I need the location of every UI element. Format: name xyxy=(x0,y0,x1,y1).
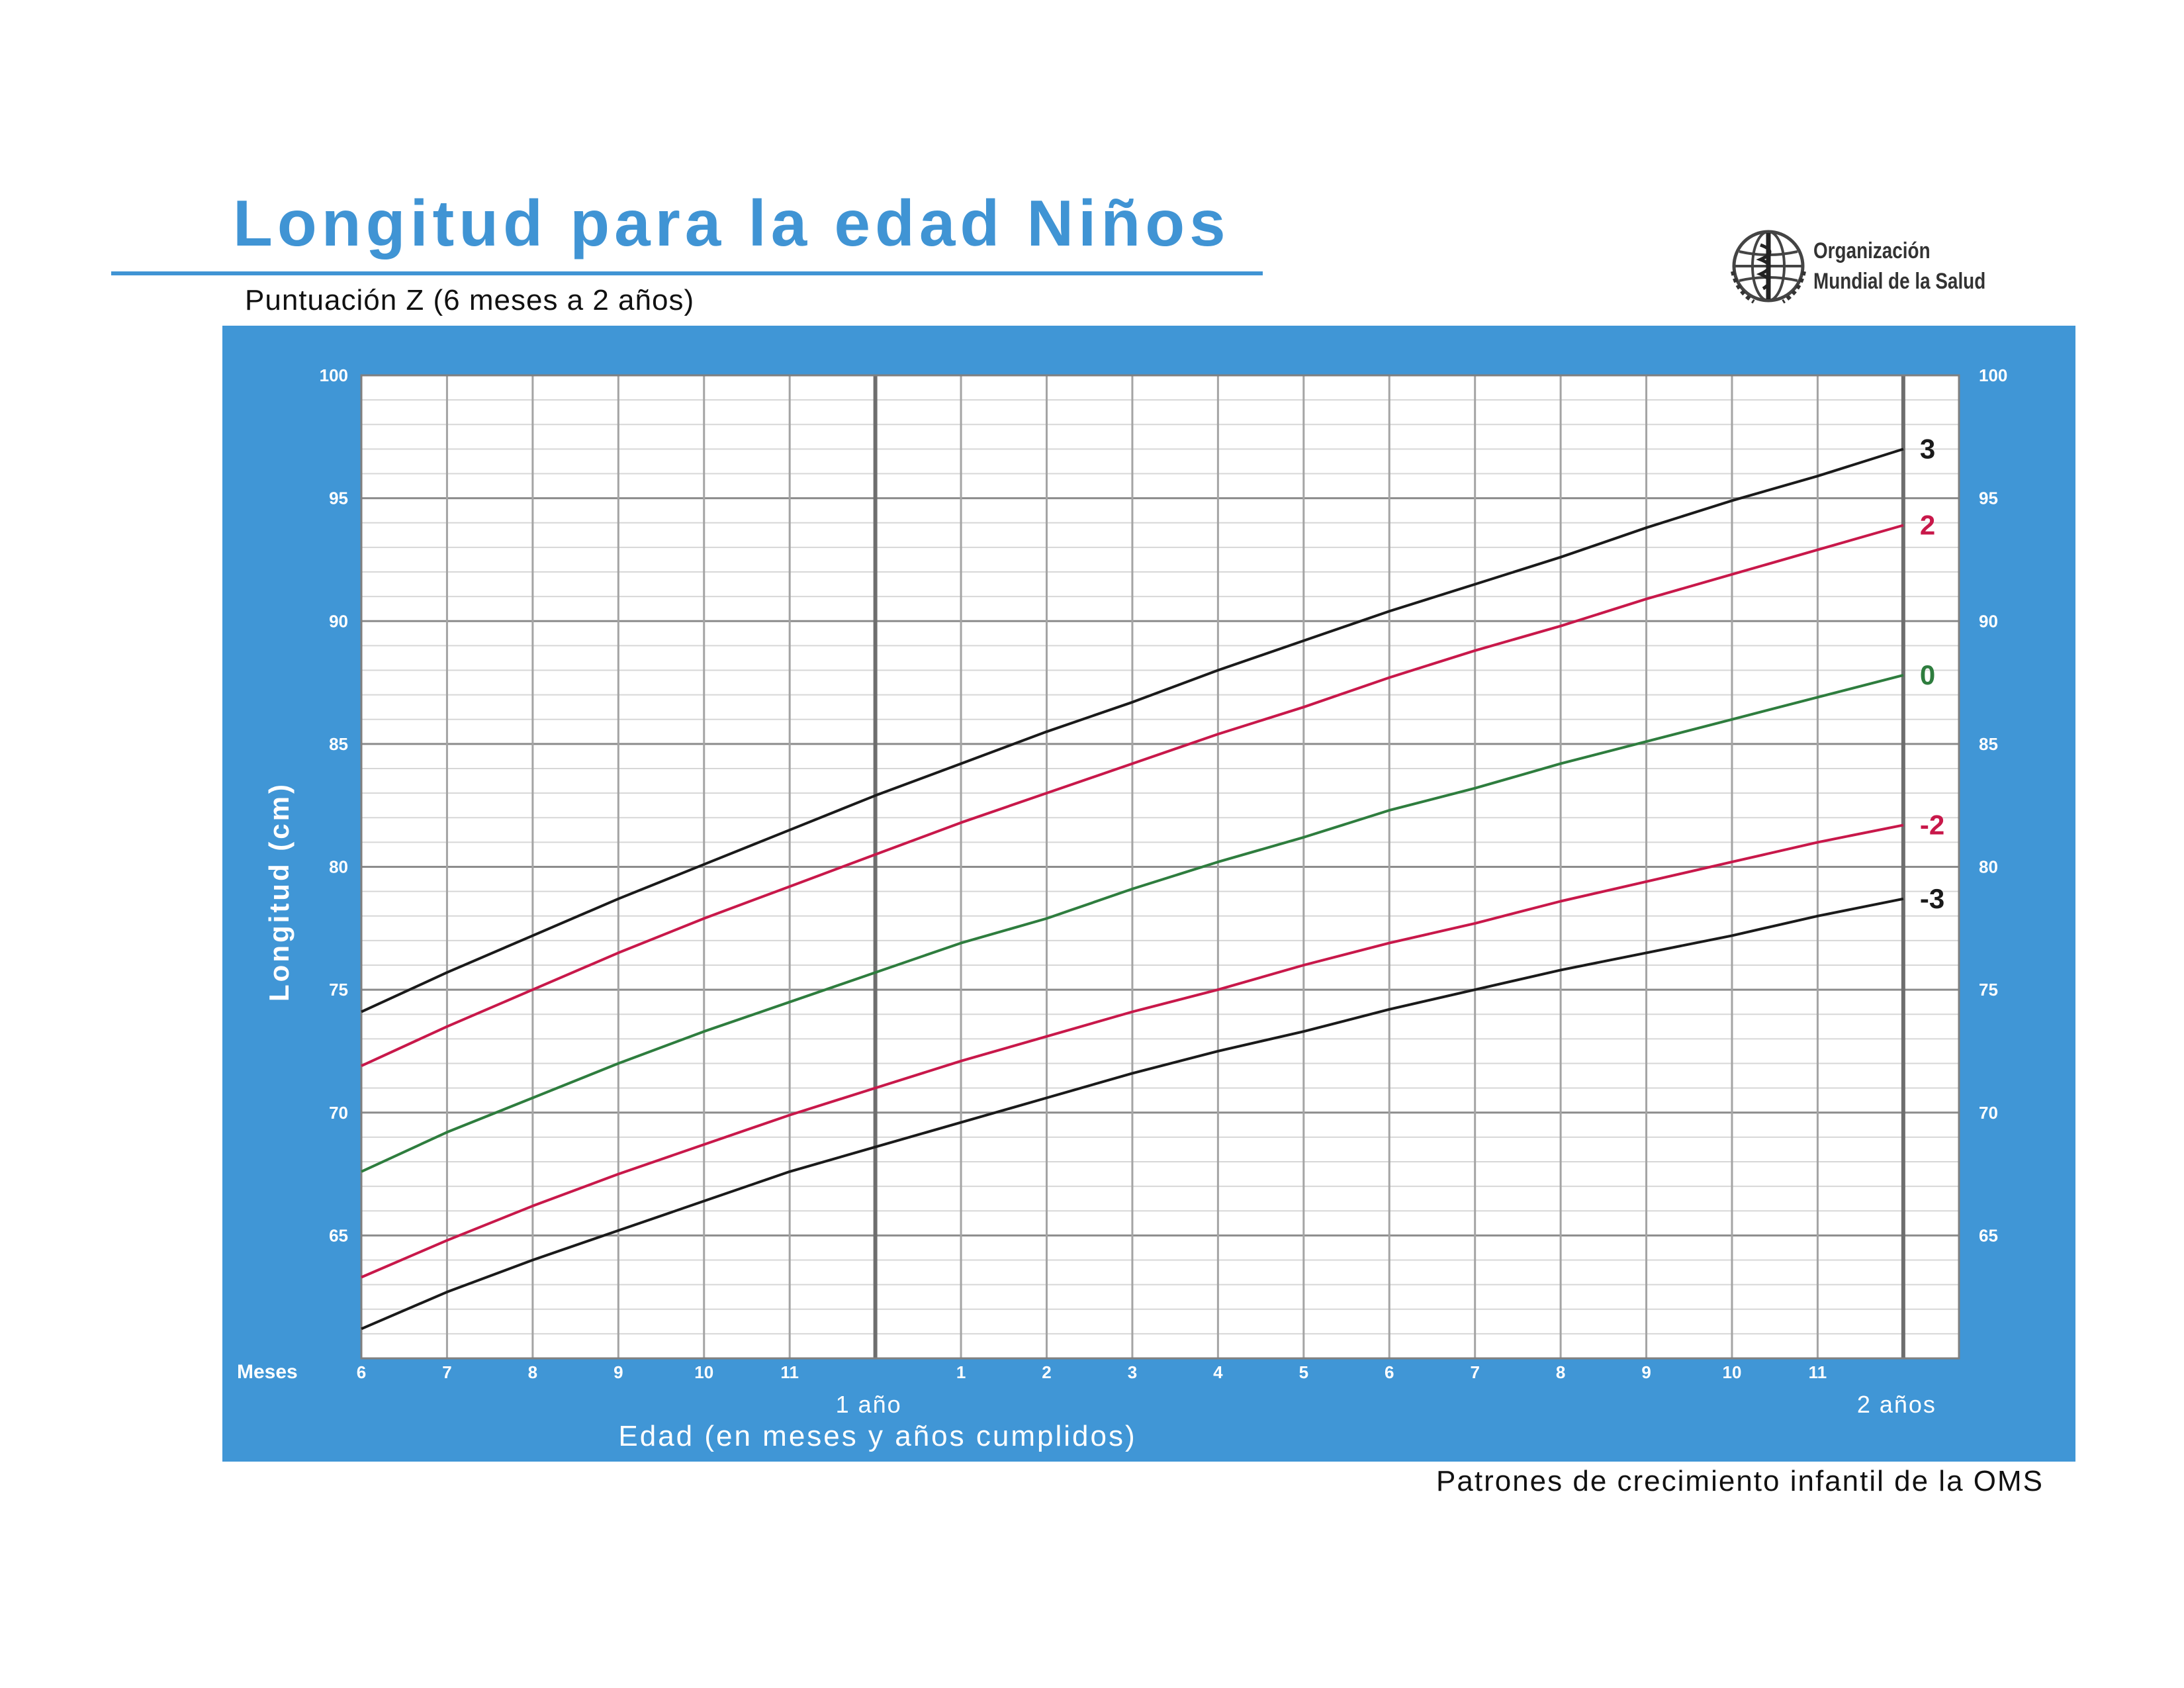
zscore-line-4 xyxy=(361,897,1904,1331)
zscore-line-2 xyxy=(361,673,1904,1173)
x-tick-label: 9 xyxy=(614,1362,623,1382)
zscore-label: 0 xyxy=(1920,659,1935,690)
page-subtitle: Puntuación Z (6 meses a 2 años) xyxy=(245,284,695,316)
plot-border xyxy=(360,374,1960,1360)
footer-source: Patrones de crecimiento infantil de la O… xyxy=(1436,1465,2044,1497)
x-tick-label: 8 xyxy=(528,1362,537,1382)
zscore-label: 2 xyxy=(1920,509,1935,540)
y-tick-label-left: 75 xyxy=(329,980,348,1000)
y-tick-label-right: 70 xyxy=(1979,1103,1998,1123)
zscore-label: -3 xyxy=(1920,883,1944,914)
x-tick-label: 10 xyxy=(1723,1362,1742,1382)
x-tick-label: 7 xyxy=(442,1362,451,1382)
x-tick-label: 8 xyxy=(1556,1362,1565,1382)
y-tick-label-left: 100 xyxy=(320,365,348,385)
y-tick-label-right: 65 xyxy=(1979,1225,1998,1245)
x-year-label: 2 años xyxy=(1857,1391,1936,1418)
title-underline xyxy=(111,271,1263,275)
who-logo: Organización Mundial de la Salud xyxy=(1727,225,2184,311)
x-tick-label: 2 xyxy=(1042,1362,1051,1382)
y-tick-label-right: 85 xyxy=(1979,734,1998,754)
x-axis-prefix: Meses xyxy=(237,1361,298,1383)
zscore-line-3 xyxy=(361,823,1904,1279)
x-tick-label: 11 xyxy=(1809,1362,1827,1382)
x-tick-label: 10 xyxy=(694,1362,713,1382)
x-tick-label: 6 xyxy=(1385,1362,1394,1382)
y-tick-label-left: 95 xyxy=(329,489,348,508)
logo-text-line2: Mundial de la Salud xyxy=(1813,269,1986,294)
x-tick-label: 11 xyxy=(780,1362,799,1382)
zscore-line-0 xyxy=(361,447,1904,1013)
y-tick-label-right: 90 xyxy=(1979,611,1998,631)
y-tick-label-right: 100 xyxy=(1979,365,2007,385)
y-tick-label-left: 70 xyxy=(329,1103,348,1123)
y-tick-label-left: 80 xyxy=(329,857,348,877)
zscore-label: -2 xyxy=(1920,809,1944,840)
y-tick-label-left: 90 xyxy=(329,611,348,631)
x-tick-label: 1 xyxy=(956,1362,966,1382)
x-axis-title: Edad (en meses y años cumplidos) xyxy=(618,1420,1136,1452)
chart-panel: 3 2 0 -2 -3 65 65 70 70 75 75 80 80 85 85 90 90 95 95 100 10… xyxy=(222,326,2075,1462)
page-title: Longitud para la edad Niños xyxy=(233,187,1230,259)
zscore-line-1 xyxy=(361,524,1904,1068)
x-tick-label: 6 xyxy=(357,1362,366,1382)
zscore-label: 3 xyxy=(1920,433,1935,464)
y-tick-label-right: 75 xyxy=(1979,980,1998,1000)
y-tick-label-left: 85 xyxy=(329,734,348,754)
x-year-label: 1 año xyxy=(836,1391,902,1418)
y-tick-label-right: 95 xyxy=(1979,489,1998,508)
y-axis-title: Longitud (cm) xyxy=(263,782,295,1002)
x-tick-label: 4 xyxy=(1213,1362,1223,1382)
x-tick-label: 7 xyxy=(1470,1362,1479,1382)
who-emblem-icon xyxy=(1731,230,1806,304)
y-tick-label-left: 65 xyxy=(329,1225,348,1245)
x-tick-label: 9 xyxy=(1641,1362,1651,1382)
x-tick-label: 3 xyxy=(1128,1362,1137,1382)
logo-text-line1: Organización xyxy=(1813,238,1931,263)
x-tick-label: 5 xyxy=(1299,1362,1308,1382)
y-tick-label-right: 80 xyxy=(1979,857,1998,877)
